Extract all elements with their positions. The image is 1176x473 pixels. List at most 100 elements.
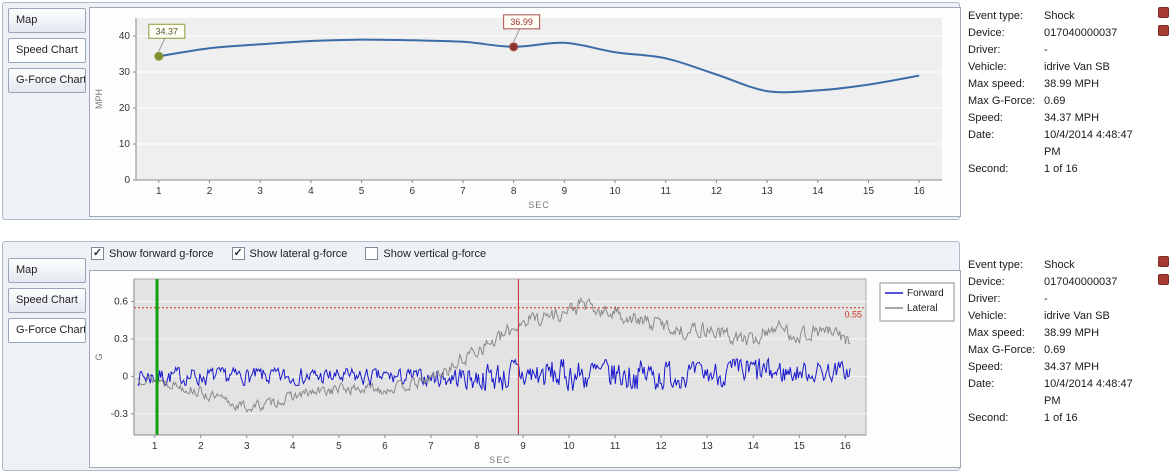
checkbox-show-vertical[interactable]: Show vertical g-force [365,247,486,260]
data-point-marker [154,51,164,61]
red-marker-icon[interactable] [1158,256,1169,267]
info-value: 10/4/2014 4:48:47 PM [1044,378,1133,407]
info-row: Vehicle: idrive Van SB [968,59,1150,76]
info-label: Vehicle: [968,310,1007,322]
info-row: Max G-Force: 0.69 [968,342,1150,359]
x-tick-label: 7 [428,441,434,452]
plot-area [133,278,867,436]
tab-strip: Map Speed Chart G-Force Chart [8,8,86,98]
info-label: Driver: [968,293,1001,305]
info-row: Speed: 34.37 MPH [968,110,1150,127]
x-tick-label: 13 [762,186,774,197]
gforce-options: ✓ Show forward g-force ✓ Show lateral g-… [91,247,486,260]
info-value: 1 of 16 [1044,163,1078,175]
checkbox-label: Show forward g-force [109,247,214,260]
info-label: Date: [968,129,995,141]
marker-callout [148,23,186,39]
speed-chart[interactable]: 1 2 3 4 5 6 7 8 9 10 11 12 13 14 15 16 0 10 20 30 40 SEC MPH 34… [90,8,960,216]
marker-leader [158,38,166,52]
info-value: 34.37 MPH [1044,361,1100,373]
red-marker-icon[interactable] [1158,274,1169,285]
x-tick-label: 12 [656,441,668,452]
info-value: - [1044,293,1048,305]
info-label: Second: [968,163,1009,175]
x-tick-label: 2 [207,186,213,197]
tab-gforce-chart[interactable]: G-Force Chart [8,318,86,343]
legend-label: Lateral [907,303,938,314]
checkbox-show-forward[interactable]: ✓ Show forward g-force [91,247,214,260]
info-value: Shock [1044,10,1075,22]
tab-speed-chart[interactable]: Speed Chart [8,288,86,313]
panel-side-icons [1158,256,1174,292]
checkbox-label: Show vertical g-force [383,247,487,260]
x-tick-label: 7 [460,186,466,197]
tab-map[interactable]: Map [8,8,86,33]
y-tick-label: 20 [119,103,131,114]
info-value: 38.99 MPH [1044,78,1100,90]
x-tick-label: 16 [840,441,852,452]
gforce-chart-svg: 0.551 2 3 4 5 6 7 8 9 10 11 12 13 14 15 16-0.300.30.6SE… [94,278,955,465]
y-tick-label: 10 [119,139,131,150]
checkbox-box[interactable] [365,247,379,260]
info-row: Device: 017040000037 [968,25,1150,42]
info-value: 017040000037 [1044,276,1118,288]
x-tick-label: 5 [359,186,365,197]
info-value: idrive Van SB [1044,310,1110,322]
gforce-chart[interactable]: 0.55 1 2 3 4 5 6 7 8 9 10 11 12 13 14 15 16 -0.3 0 0.3 0.6 SE… [90,271,960,467]
red-marker-icon[interactable] [1158,7,1169,18]
tab-map[interactable]: Map [8,258,86,283]
event-info: Event type: Shock Device: 017040000037 Drive… [968,8,1150,178]
legend-label: Forward [907,288,944,299]
info-row: Max speed: 38.99 MPH [968,76,1150,93]
info-label: Second: [968,412,1009,424]
info-row: Speed: 34.37 MPH [968,359,1150,376]
x-tick-label: 10 [563,441,575,452]
y-tick-label: 0.6 [114,296,128,307]
info-label: Date: [968,378,995,390]
x-tick-label: 4 [290,441,296,452]
info-row: Driver: - [968,42,1150,59]
gforce-panel: ✓ Show forward g-force ✓ Show lateral g-… [2,241,961,471]
red-marker-icon[interactable] [1158,25,1169,36]
info-row: Vehicle: idrive Van SB [968,308,1150,325]
marker-leader [513,28,521,43]
x-tick-label: 1 [156,186,162,197]
info-value: Shock [1044,259,1075,271]
x-tick-label: 1 [152,441,158,452]
info-label: Speed: [968,112,1003,124]
x-tick-label: 6 [409,186,415,197]
x-tick-label: 10 [609,186,621,197]
y-axis-title: G [94,353,104,360]
gforce-chart-box: 0.55 1 2 3 4 5 6 7 8 9 10 11 12 13 14 15 16 -0.3 0 0.3 0.6 SE… [89,270,961,468]
info-value: 0.69 [1044,95,1066,107]
x-tick-label: 13 [702,441,714,452]
y-tick-label: 0.3 [114,334,128,345]
x-tick-label: 15 [794,441,806,452]
lateral-series [137,296,851,414]
checkbox-show-lateral[interactable]: ✓ Show lateral g-force [231,247,347,260]
x-tick-label: 3 [257,186,263,197]
marker-label: 36.99 [510,17,533,27]
plot-area [136,18,942,180]
y-tick-label: 30 [119,67,131,78]
tab-speed-chart[interactable]: Speed Chart [8,38,86,63]
tab-gforce-chart[interactable]: G-Force Chart [8,68,86,93]
y-tick-label: 0 [124,175,130,186]
x-tick-label: 11 [610,441,621,452]
info-label: Vehicle: [968,61,1007,73]
info-value: 38.99 MPH [1044,327,1100,339]
y-tick-label: -0.3 [111,409,129,420]
speed-chart-svg: 1 2 3 4 5 6 7 8 9 10 11 12 13 14 15 16010203040SECMPH34… [94,14,942,210]
speed-chart-box: 1 2 3 4 5 6 7 8 9 10 11 12 13 14 15 16 0 10 20 30 40 SEC MPH 34… [89,7,961,217]
x-tick-label: 5 [336,441,342,452]
x-tick-label: 12 [711,186,723,197]
panel-side-icons [1158,7,1174,43]
checkbox-box[interactable]: ✓ [91,247,104,260]
info-label: Speed: [968,361,1003,373]
info-row: Date: 10/4/2014 4:48:47 PM [968,376,1150,410]
checkbox-box[interactable]: ✓ [231,247,245,260]
x-tick-label: 8 [474,441,480,452]
marker-label: 34.37 [156,26,179,36]
info-label: Event type: [968,259,1024,271]
